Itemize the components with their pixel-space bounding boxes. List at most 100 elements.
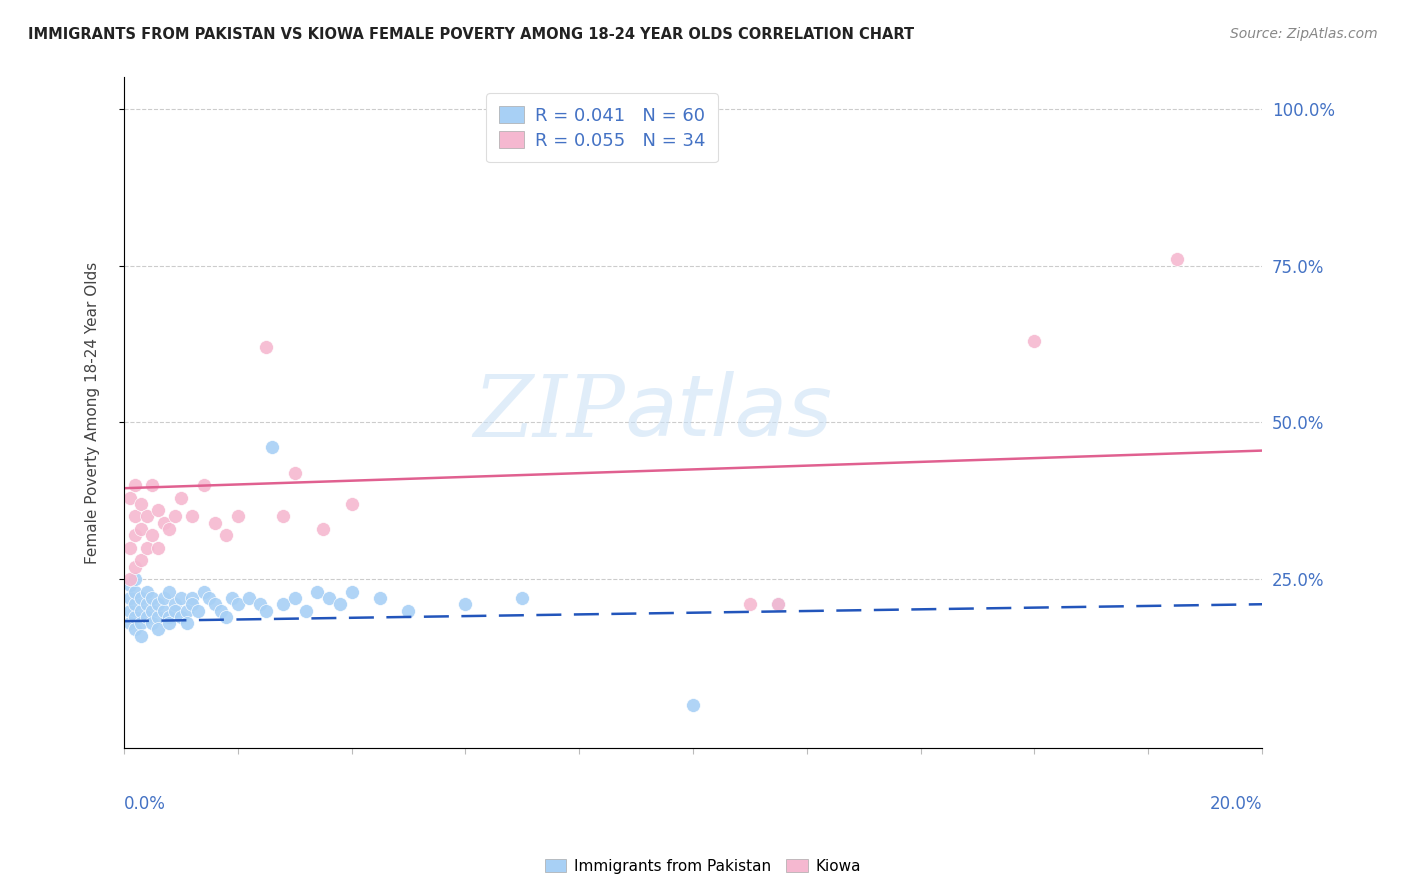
Point [129, 497, 152, 511]
Point [176, 615, 198, 630]
Point [1024, 334, 1046, 348]
Point [312, 522, 335, 536]
Point [738, 597, 761, 611]
Point [215, 609, 238, 624]
Point [124, 572, 146, 586]
Point [124, 597, 146, 611]
Legend: Immigrants from Pakistan, Kiowa: Immigrants from Pakistan, Kiowa [538, 853, 868, 880]
Point [238, 591, 260, 605]
Point [124, 623, 146, 637]
Text: IMMIGRANTS FROM PAKISTAN VS KIOWA FEMALE POVERTY AMONG 18-24 YEAR OLDS CORRELATI: IMMIGRANTS FROM PAKISTAN VS KIOWA FEMALE… [28, 27, 914, 42]
Point [124, 559, 146, 574]
Point [135, 609, 157, 624]
Point [118, 541, 141, 555]
Point [768, 597, 790, 611]
Point [510, 591, 533, 605]
Point [159, 609, 181, 624]
Point [152, 591, 174, 605]
Point [129, 629, 152, 643]
Point [329, 597, 352, 611]
Point [176, 603, 198, 617]
Point [1166, 252, 1188, 267]
Point [340, 584, 363, 599]
Point [141, 478, 163, 492]
Point [271, 597, 294, 611]
Point [226, 509, 249, 524]
Y-axis label: Female Poverty Among 18-24 Year Olds: Female Poverty Among 18-24 Year Olds [86, 262, 100, 564]
Point [226, 597, 249, 611]
Point [295, 603, 318, 617]
Point [135, 584, 157, 599]
Point [124, 609, 146, 624]
Point [198, 591, 221, 605]
Point [396, 603, 419, 617]
Point [254, 603, 277, 617]
Point [135, 541, 157, 555]
Point [118, 491, 141, 505]
Point [284, 466, 307, 480]
Point [340, 497, 363, 511]
Point [181, 597, 204, 611]
Text: ZIP: ZIP [472, 372, 624, 454]
Point [141, 615, 163, 630]
Point [124, 478, 146, 492]
Point [129, 522, 152, 536]
Point [193, 584, 215, 599]
Point [682, 698, 704, 712]
Point [146, 623, 169, 637]
Text: atlas: atlas [624, 371, 832, 454]
Point [129, 615, 152, 630]
Point [318, 591, 340, 605]
Point [124, 528, 146, 542]
Text: Source: ZipAtlas.com: Source: ZipAtlas.com [1230, 27, 1378, 41]
Point [118, 603, 141, 617]
Point [368, 591, 391, 605]
Point [271, 509, 294, 524]
Point [215, 528, 238, 542]
Point [204, 516, 226, 530]
Point [170, 609, 193, 624]
Point [165, 597, 187, 611]
Point [181, 509, 204, 524]
Point [124, 584, 146, 599]
Point [204, 597, 226, 611]
Point [454, 597, 477, 611]
Point [141, 591, 163, 605]
Point [146, 597, 169, 611]
Point [187, 603, 209, 617]
Point [165, 603, 187, 617]
Point [193, 478, 215, 492]
Point [129, 603, 152, 617]
Point [159, 522, 181, 536]
Point [129, 591, 152, 605]
Text: 0.0%: 0.0% [124, 796, 166, 814]
Point [254, 340, 277, 354]
Point [146, 541, 169, 555]
Point [159, 615, 181, 630]
Point [118, 578, 141, 592]
Point [152, 516, 174, 530]
Point [141, 603, 163, 617]
Point [152, 603, 174, 617]
Point [135, 509, 157, 524]
Point [170, 491, 193, 505]
Point [146, 609, 169, 624]
Point [135, 597, 157, 611]
Point [146, 503, 169, 517]
Point [118, 591, 141, 605]
Legend: R = 0.041   N = 60, R = 0.055   N = 34: R = 0.041 N = 60, R = 0.055 N = 34 [486, 93, 718, 162]
Point [260, 441, 283, 455]
Point [249, 597, 271, 611]
Point [209, 603, 232, 617]
Point [118, 615, 141, 630]
Point [129, 553, 152, 567]
Point [159, 584, 181, 599]
Text: 20.0%: 20.0% [1209, 796, 1263, 814]
Point [118, 572, 141, 586]
Point [170, 591, 193, 605]
Point [165, 509, 187, 524]
Point [768, 597, 790, 611]
Point [284, 591, 307, 605]
Point [221, 591, 243, 605]
Point [181, 591, 204, 605]
